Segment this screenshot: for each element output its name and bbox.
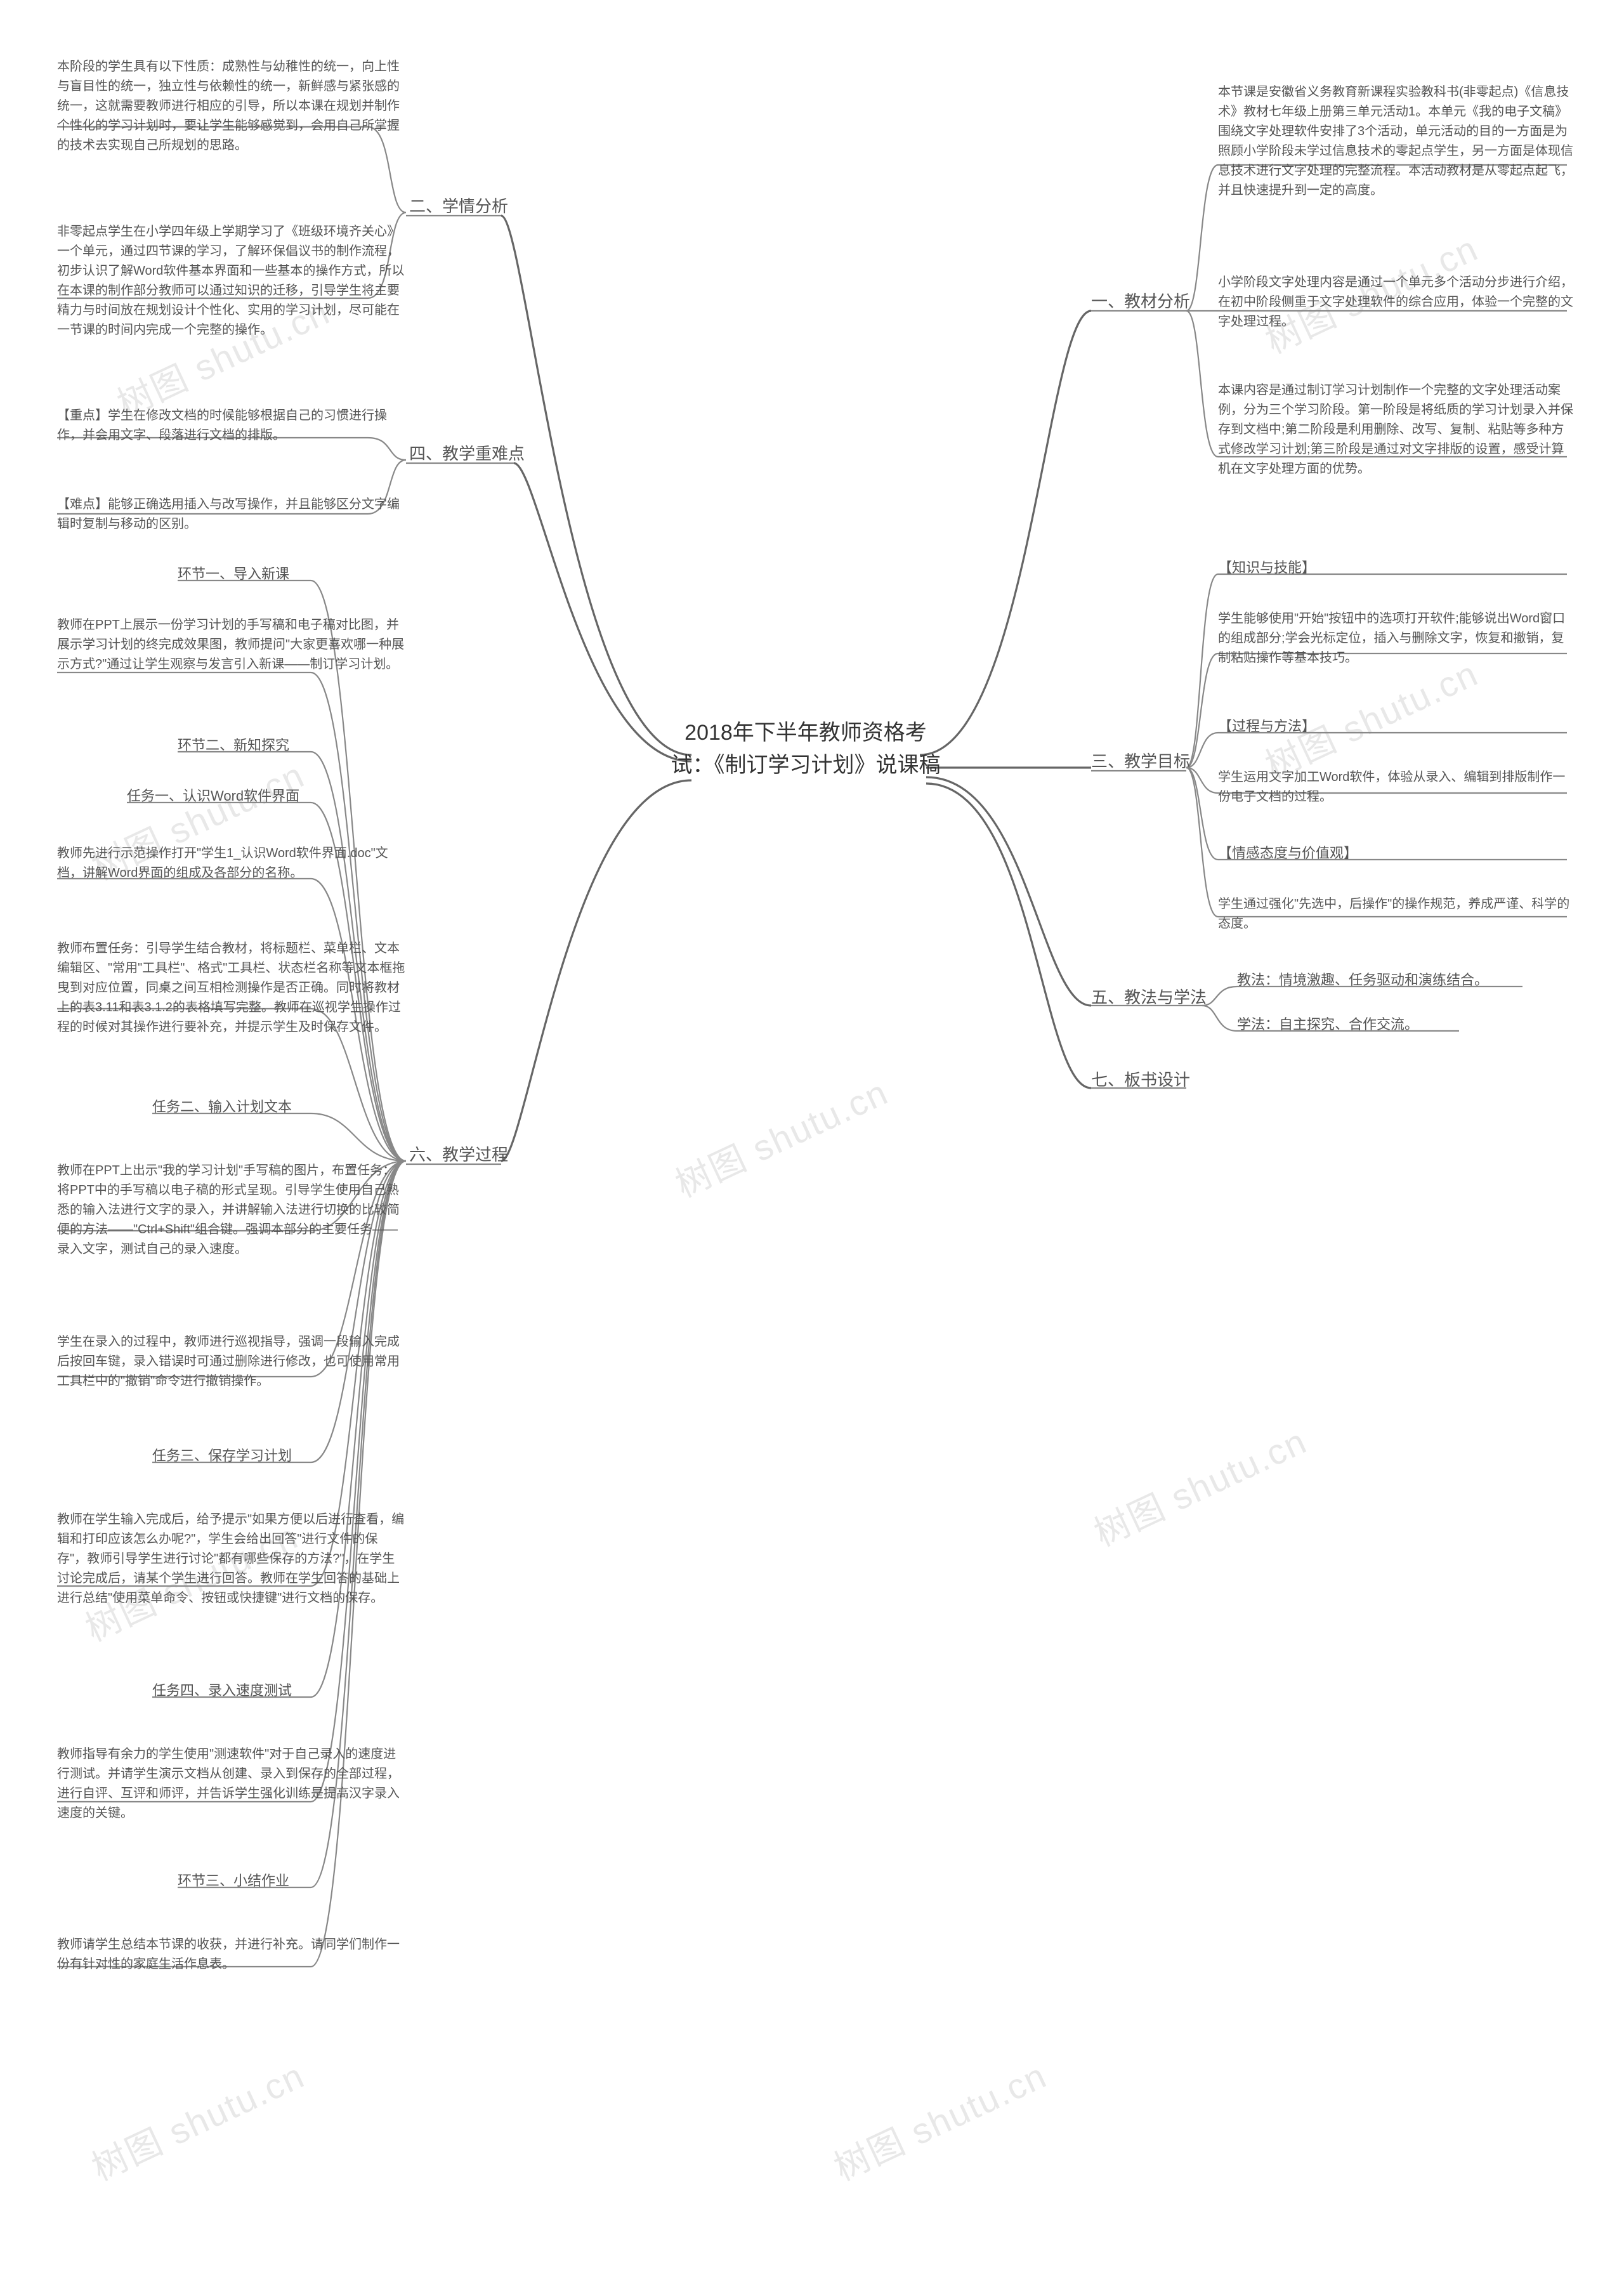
leaf-node: 【情感态度与价值观】: [1218, 843, 1358, 864]
branch-methods: 五、教法与学法: [1091, 985, 1207, 1008]
leaf-node: 任务四、录入速度测试: [152, 1680, 292, 1702]
watermark: 树图 shutu.cn: [82, 2047, 312, 2191]
leaf-node: 学生在录入的过程中，教师进行巡视指导，强调一段输入完成后按回车键，录入错误时可通…: [57, 1332, 406, 1391]
leaf-node: 学生运用文字加工Word软件，体验从录入、编辑到排版制作一份电子文档的过程。: [1218, 768, 1573, 807]
leaf-node: 教师在PPT上出示"我的学习计划"手写稿的图片，布置任务：将PPT中的手写稿以电…: [57, 1161, 406, 1259]
leaf-node: 教法：情境激趣、任务驱动和演练结合。: [1237, 969, 1488, 991]
leaf-node: 本节课是安徽省义务教育新课程实验教科书(非零起点)《信息技术》教材七年级上册第三…: [1218, 82, 1573, 200]
branch-board-design: 七、板书设计: [1091, 1067, 1190, 1091]
branch-textbook-analysis: 一、教材分析: [1091, 289, 1190, 312]
leaf-node: 教师指导有余力的学生使用"测速软件"对于自己录入的速度进行测试。并请学生演示文档…: [57, 1745, 406, 1823]
leaf-node: 【难点】能够正确选用插入与改写操作，并且能够区分文字编辑时复制与移动的区别。: [57, 495, 406, 534]
watermark: 树图 shutu.cn: [1085, 1413, 1314, 1556]
leaf-node: 学法：自主探究、合作交流。: [1237, 1014, 1418, 1035]
leaf-node: 教师请学生总结本节课的收获，并进行补充。请同学们制作一份有针对性的家庭生活作息表…: [57, 1935, 406, 1974]
leaf-node: 教师在学生输入完成后，给予提示"如果方便以后进行查看，编辑和打印应该怎么办呢?"…: [57, 1510, 406, 1608]
branch-analysis-students: 二、学情分析: [409, 193, 508, 217]
leaf-node: 教师先进行示范操作打开"学生1_认识Word软件界面.doc"文档，讲解Word…: [57, 844, 406, 883]
leaf-node: 教师在PPT上展示一份学习计划的手写稿和电子稿对比图，并展示学习计划的终完成效果…: [57, 615, 406, 674]
leaf-node: 【知识与技能】: [1218, 557, 1316, 579]
leaf-node: 环节三、小结作业: [178, 1870, 289, 1892]
leaf-node: 本阶段的学生具有以下性质：成熟性与幼稚性的统一，向上性与盲目性的统一，独立性与依…: [57, 57, 406, 155]
leaf-node: 学生能够使用"开始"按钮中的选项打开软件;能够说出Word窗口的组成部分;学会光…: [1218, 609, 1573, 668]
leaf-node: 非零起点学生在小学四年级上学期学习了《班级环境齐关心》一个单元，通过四节课的学习…: [57, 222, 406, 340]
watermark: 树图 shutu.cn: [666, 1064, 896, 1207]
leaf-node: 教师布置任务：引导学生结合教材，将标题栏、菜单栏、文本编辑区、"常用"工具栏"、…: [57, 939, 406, 1037]
branch-teaching-goals: 三、教学目标: [1091, 749, 1190, 772]
branch-key-difficult: 四、教学重难点: [409, 441, 525, 464]
leaf-node: 任务三、保存学习计划: [152, 1445, 292, 1467]
leaf-node: 任务二、输入计划文本: [152, 1096, 292, 1118]
leaf-node: 环节二、新知探究: [178, 735, 289, 756]
leaf-node: 本课内容是通过制订学习计划制作一个完整的文字处理活动案例，分为三个学习阶段。第一…: [1218, 381, 1573, 479]
leaf-node: 任务一、认识Word软件界面: [127, 785, 299, 807]
leaf-node: 环节一、导入新课: [178, 563, 289, 585]
leaf-node: 小学阶段文字处理内容是通过一个单元多个活动分步进行介绍，在初中阶段侧重于文字处理…: [1218, 273, 1573, 332]
leaf-node: 学生通过强化"先选中，后操作"的操作规范，养成严谨、科学的态度。: [1218, 895, 1573, 934]
leaf-node: 【重点】学生在修改文档的时候能够根据自己的习惯进行操作，并会用文字、段落进行文档…: [57, 406, 406, 445]
branch-teaching-process: 六、教学过程: [409, 1142, 508, 1165]
center-title: 2018年下半年教师资格考试：《制订学习计划》说课稿: [666, 717, 945, 782]
leaf-node: 【过程与方法】: [1218, 716, 1316, 737]
watermark: 树图 shutu.cn: [825, 2047, 1054, 2191]
